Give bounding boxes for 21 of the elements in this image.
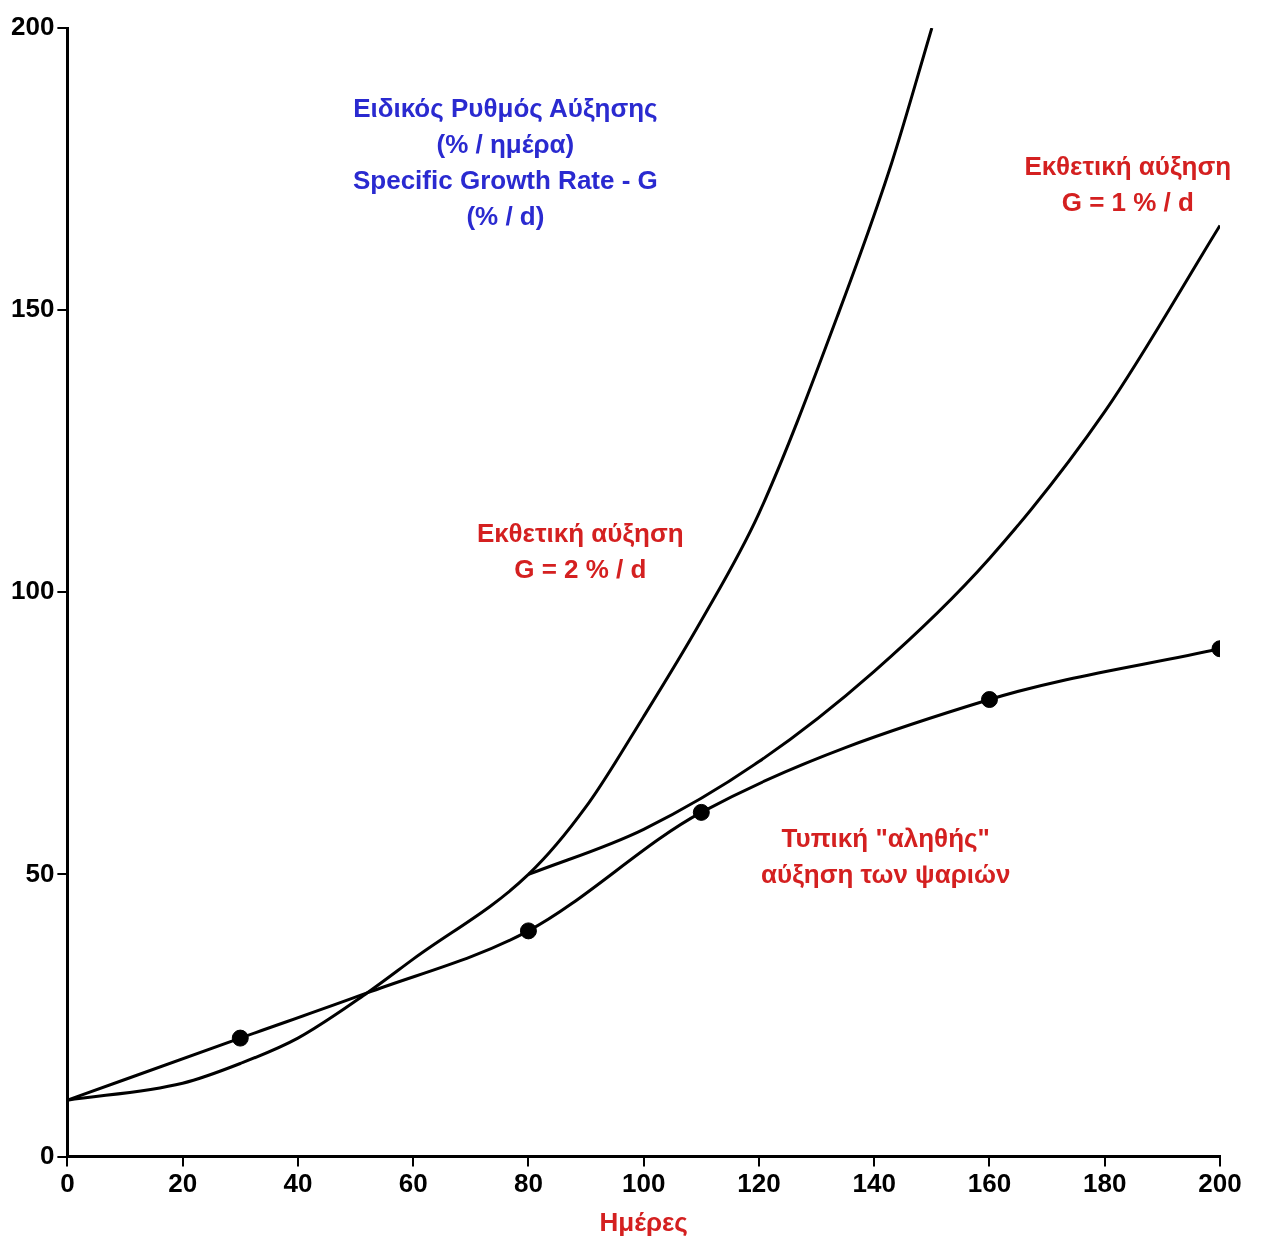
annotation: Ειδικός Ρυθμός Αύξησης (% / ημέρα) Specific Growth Rate - G (% / d) bbox=[352, 92, 658, 231]
y-tick-label: 50 bbox=[25, 857, 55, 888]
x-tick-label: 180 bbox=[1083, 1168, 1127, 1199]
x-axis-title: Ημέρες bbox=[599, 1206, 688, 1237]
x-tick-label: 60 bbox=[398, 1168, 428, 1199]
x-tick-label: 40 bbox=[283, 1168, 313, 1199]
annotation: Τυπική "αληθής" αύξηση των ψαριών bbox=[761, 822, 1011, 889]
x-tick-label: 140 bbox=[852, 1168, 896, 1199]
annotation: Εκθετική αύξηση G = 1 % / d bbox=[1024, 151, 1232, 218]
y-tick-label: 200 bbox=[10, 11, 55, 42]
x-tick-label: 80 bbox=[513, 1168, 543, 1199]
y-tick-label: 0 bbox=[39, 1139, 55, 1170]
x-tick-label: 100 bbox=[621, 1168, 666, 1199]
x-tick-label: 0 bbox=[60, 1168, 75, 1199]
x-tick-label: 20 bbox=[168, 1168, 198, 1199]
x-tick-label: 200 bbox=[1198, 1168, 1242, 1199]
y-tick-label: 150 bbox=[10, 293, 55, 324]
x-tick-label: 160 bbox=[967, 1168, 1012, 1199]
annotation: Εκθετική αύξηση G = 2 % / d bbox=[477, 517, 684, 584]
x-tick-label: 120 bbox=[737, 1168, 781, 1199]
y-tick-label: 100 bbox=[10, 575, 55, 606]
